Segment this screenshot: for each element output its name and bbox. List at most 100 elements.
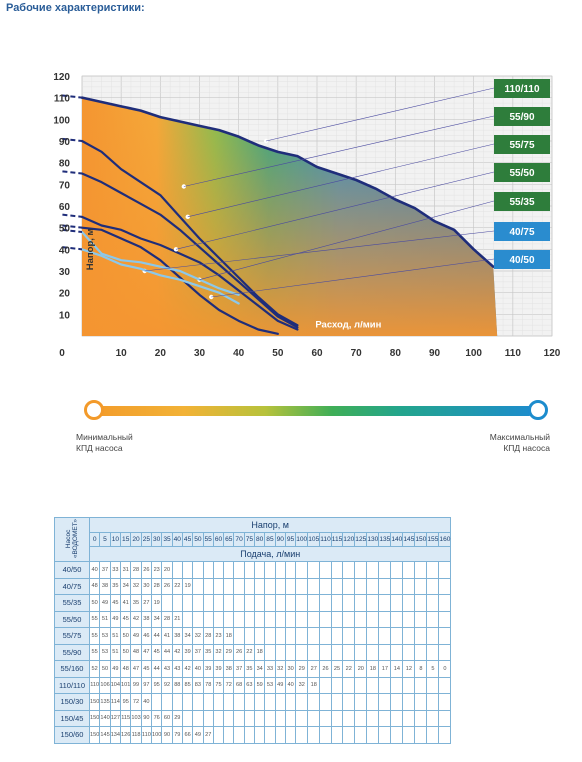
x-tick-label: 0: [59, 348, 65, 359]
flow-value: [202, 577, 214, 595]
pump-curves-chart: 0 10 20 30 40 50 60 70 80 90 100 110 120 10 20 30 40 50 60…: [53, 72, 560, 359]
flow-value: 14: [390, 660, 404, 678]
flow-value: [243, 726, 256, 744]
flow-value: 39: [181, 643, 194, 661]
flow-value: [202, 594, 214, 612]
flow-value: 37: [192, 643, 204, 661]
flow-value: [354, 676, 368, 694]
flow-value: [223, 693, 235, 711]
series-line-55-90: [80, 139, 299, 327]
flow-value: [414, 561, 428, 579]
flow-value: [212, 577, 225, 595]
flow-value: 35: [202, 643, 214, 661]
flow-value: [366, 676, 380, 694]
flow-value: [319, 676, 332, 694]
flow-value: 29: [295, 660, 309, 678]
flow-value: [243, 693, 256, 711]
flow-value: [366, 627, 380, 645]
flow-value: [233, 726, 245, 744]
max-efficiency-label-line2: КПД насоса: [503, 443, 550, 453]
flow-value: [284, 561, 297, 579]
flow-value: [223, 726, 235, 744]
head-value: 120: [342, 532, 356, 547]
flow-value: [390, 726, 404, 744]
flow-value: [295, 561, 309, 579]
flow-value: 78: [202, 676, 214, 694]
flow-value: 32: [130, 577, 142, 595]
flow-value: 95: [120, 693, 132, 711]
callout-point: [263, 138, 269, 144]
flow-value: [390, 676, 404, 694]
flow-value: [330, 627, 344, 645]
flow-value: [378, 643, 392, 661]
series-line-55-75: [80, 172, 299, 329]
flow-value: [354, 726, 368, 744]
flow-value: 45: [150, 643, 163, 661]
flow-value: 59: [254, 676, 266, 694]
series-lead-110-110: [62, 94, 83, 99]
head-value: 100: [295, 532, 309, 547]
table-row: 40/75 48 38 35 34 32 30 28 26 22 19: [54, 577, 452, 595]
flow-value: 44: [150, 660, 163, 678]
flow-value: [233, 594, 245, 612]
flow-value: [342, 594, 356, 612]
pump-model: 150/60: [54, 726, 90, 744]
flow-value: [212, 594, 225, 612]
flow-value: [438, 726, 452, 744]
flow-value: 43: [171, 660, 183, 678]
flow-value: [378, 561, 392, 579]
head-value: 145: [402, 532, 416, 547]
flow-value: 34: [181, 627, 194, 645]
flow-value: [243, 561, 256, 579]
flow-value: 45: [140, 660, 153, 678]
flow-value: [366, 709, 380, 727]
flow-value: 97: [140, 676, 153, 694]
flow-value: 38: [171, 627, 183, 645]
flow-value: [181, 709, 194, 727]
flow-value: [254, 610, 266, 628]
flow-value: [181, 561, 194, 579]
x-tick-label: 30: [194, 348, 206, 359]
flow-value: [378, 676, 392, 694]
flow-value: [264, 561, 276, 579]
head-value: 130: [366, 532, 380, 547]
flow-value: [330, 577, 344, 595]
flow-value: 75: [212, 676, 225, 694]
flow-value: [181, 610, 194, 628]
flow-value: [274, 577, 286, 595]
flow-value: [378, 577, 392, 595]
flow-value: [264, 577, 276, 595]
legend-leader: [187, 143, 495, 218]
table-row: 40/50 40 37 33 31 28 26 23 20: [54, 561, 452, 579]
flow-value: [438, 676, 452, 694]
flow-value: 39: [212, 660, 225, 678]
flow-value: [264, 610, 276, 628]
flow-value: 72: [130, 693, 142, 711]
flow-value: [330, 693, 344, 711]
flow-value: 135: [99, 693, 111, 711]
flow-value: 30: [284, 660, 297, 678]
flow-value: 12: [402, 660, 416, 678]
flow-value: [342, 693, 356, 711]
max-efficiency-label-line1: Максимальный: [489, 432, 550, 442]
flow-value: [202, 610, 214, 628]
y-tick-label: 100: [53, 115, 70, 126]
y-tick-label: 120: [53, 72, 70, 83]
flow-value: 50: [120, 627, 132, 645]
flow-value: [378, 610, 392, 628]
flow-value: 115: [120, 709, 132, 727]
x-axis-label: Расход, л/мин: [315, 319, 381, 330]
flow-value: [342, 627, 356, 645]
table-corner: Насос «ВОДОМЕТ»: [54, 517, 90, 562]
table-corner-label: Насос «ВОДОМЕТ»: [65, 519, 79, 558]
flow-value: 32: [192, 627, 204, 645]
flow-value: 48: [88, 577, 101, 595]
flow-value: 26: [161, 577, 173, 595]
flow-value: 106: [99, 676, 111, 694]
table-row: 150/30 150 135 114 95 72 40: [54, 693, 452, 711]
flow-value: [161, 693, 173, 711]
head-value: 80: [254, 532, 266, 547]
flow-value: [202, 693, 214, 711]
y-tick-label: 60: [59, 202, 71, 213]
flow-value: 101: [120, 676, 132, 694]
